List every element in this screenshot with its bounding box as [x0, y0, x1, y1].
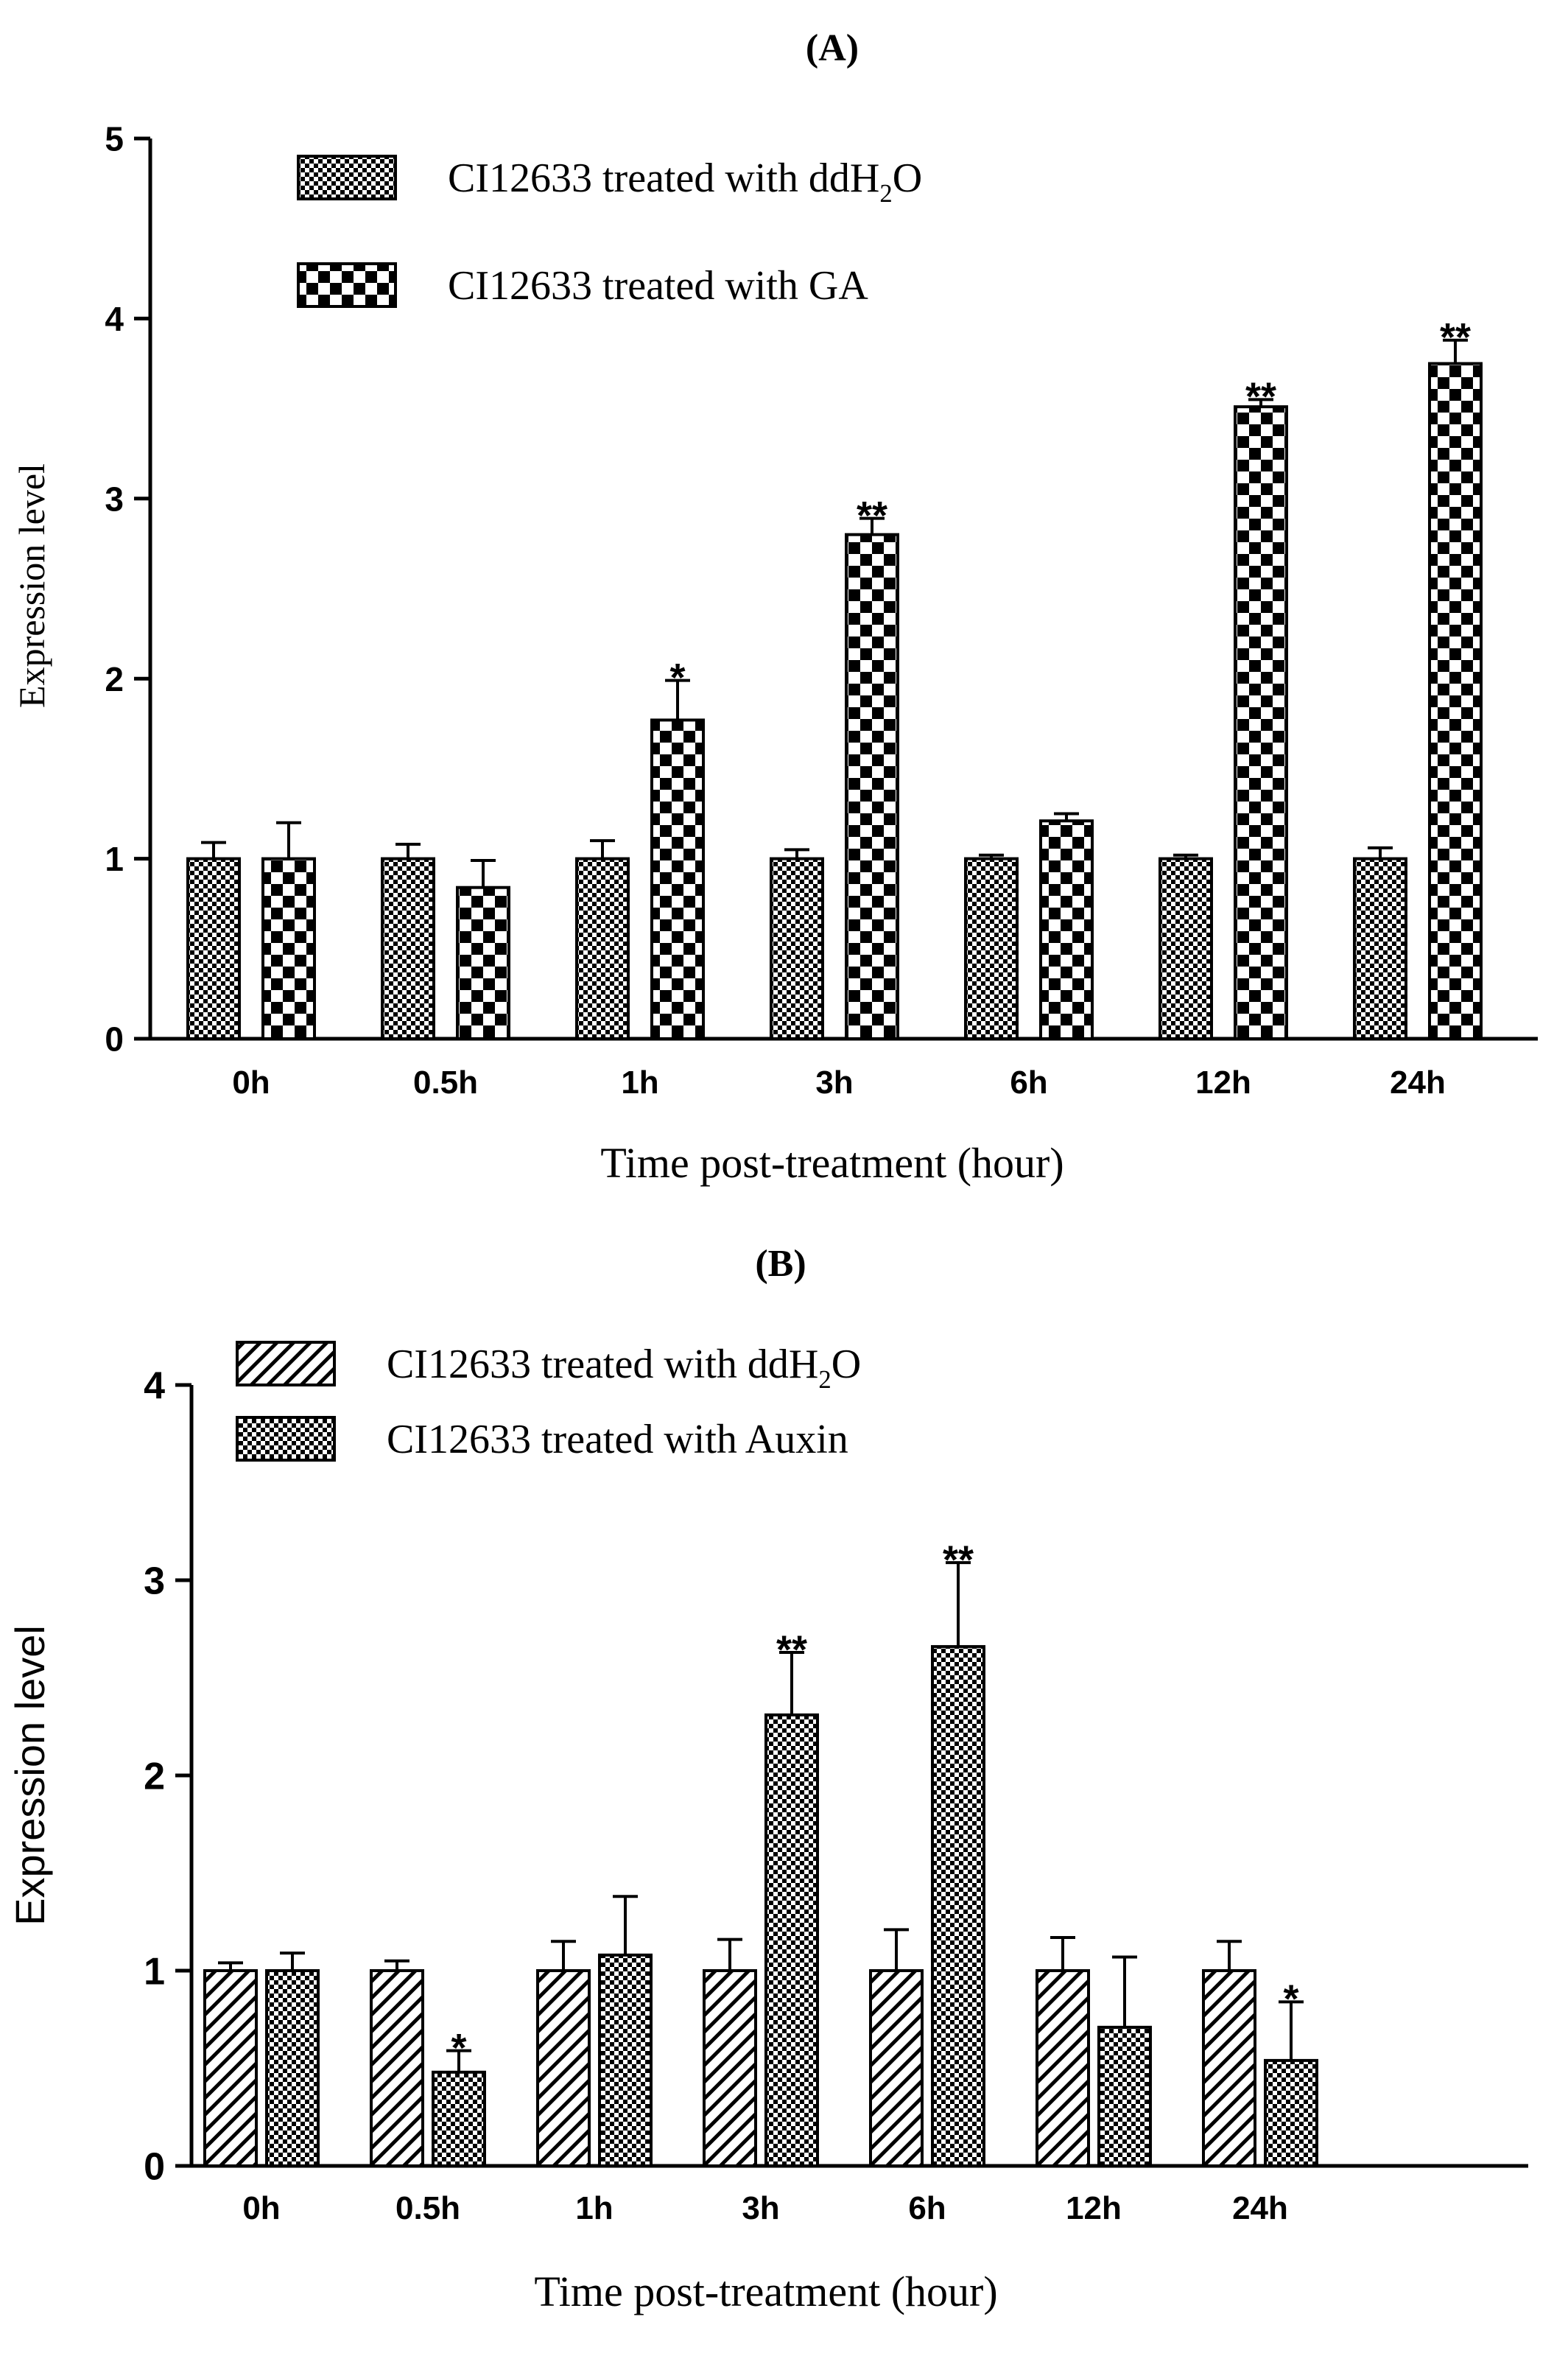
y-tick-label: 0	[105, 1020, 124, 1059]
bar	[1428, 362, 1483, 1040]
significance-marker: **	[1245, 375, 1276, 419]
legend-label: CI12633 treated with ddH2O	[448, 155, 922, 208]
x-tick-label: 1h	[575, 2190, 613, 2226]
bar	[575, 857, 630, 1040]
y-tick-label: 4	[144, 1365, 165, 1408]
bar	[265, 1969, 320, 2167]
bar	[1097, 2025, 1152, 2168]
x-tick-label: 12h	[1066, 2190, 1122, 2226]
bar	[370, 1969, 424, 2167]
significance-marker: *	[451, 2026, 466, 2070]
significance-marker: **	[776, 1627, 807, 1672]
significance-marker: *	[1283, 1977, 1298, 2021]
bar	[770, 857, 824, 1040]
bar	[598, 1953, 653, 2168]
bar	[1039, 819, 1094, 1040]
y-tick-label: 2	[105, 660, 124, 698]
x-tick-label: 24h	[1232, 2190, 1288, 2226]
x-tick-label: 3h	[742, 2190, 779, 2226]
bar	[764, 1713, 819, 2168]
bar	[186, 857, 241, 1040]
x-tick-label: 1h	[621, 1065, 658, 1101]
bar	[1036, 1969, 1090, 2167]
bar	[1353, 857, 1407, 1040]
x-tick-label: 0.5h	[395, 2190, 460, 2226]
bar	[1159, 857, 1213, 1040]
y-tick-label: 0	[144, 2146, 165, 2189]
legend-label: CI12633 treated with Auxin	[387, 1417, 848, 1462]
bar	[261, 857, 316, 1040]
legend-label: CI12633 treated with ddH2O	[387, 1342, 861, 1394]
bar	[432, 2070, 486, 2168]
x-tick-label: 6h	[908, 2190, 946, 2226]
y-tick-label: 5	[105, 120, 124, 158]
x-tick-label: 0.5h	[413, 1065, 478, 1101]
x-axis-title: Time post-treatment (hour)	[600, 1139, 1064, 1187]
bar	[703, 1969, 757, 2167]
bar	[650, 718, 705, 1040]
bar	[1202, 1969, 1256, 2167]
bar	[381, 857, 435, 1040]
y-tick-label: 4	[105, 300, 124, 338]
bar	[536, 1969, 591, 2167]
legend-label: CI12633 treated with GA	[448, 263, 868, 309]
panel-label: (A)	[806, 27, 859, 69]
legend-swatch	[297, 262, 397, 308]
bar	[1234, 405, 1288, 1040]
legend-swatch	[236, 1416, 336, 1462]
y-tick-label: 3	[144, 1560, 165, 1603]
x-axis-title: Time post-treatment (hour)	[534, 2268, 997, 2315]
significance-marker: **	[1440, 315, 1471, 360]
bar	[869, 1969, 924, 2167]
bar	[931, 1645, 985, 2168]
y-tick-label: 2	[144, 1756, 165, 1798]
bar	[845, 533, 899, 1040]
significance-marker: **	[943, 1537, 974, 1582]
legend-swatch	[297, 155, 397, 200]
significance-marker: **	[857, 494, 887, 538]
y-axis-title: Expression level	[7, 1625, 53, 1926]
x-tick-label: 0h	[232, 1065, 270, 1101]
bar	[964, 857, 1019, 1040]
y-axis-title: Expression level	[11, 463, 52, 708]
bar	[203, 1969, 258, 2167]
y-tick-label: 3	[105, 480, 124, 518]
y-tick-label: 1	[105, 840, 124, 878]
x-tick-label: 0h	[242, 2190, 280, 2226]
significance-marker: *	[669, 656, 685, 700]
bar	[456, 886, 510, 1040]
x-tick-label: 3h	[815, 1065, 853, 1101]
x-tick-label: 24h	[1390, 1065, 1446, 1101]
panel-label: (B)	[755, 1243, 806, 1285]
x-tick-label: 6h	[1010, 1065, 1047, 1101]
y-tick-label: 1	[144, 1951, 165, 1993]
legend-swatch	[236, 1341, 336, 1386]
x-tick-label: 12h	[1195, 1065, 1251, 1101]
bar	[1264, 2058, 1318, 2167]
